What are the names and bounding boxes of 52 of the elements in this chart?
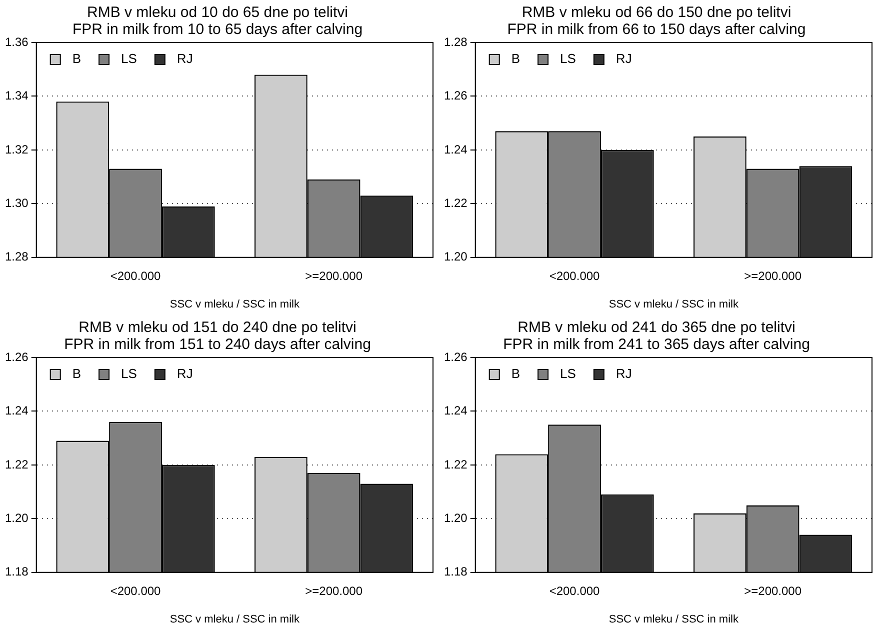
legend-label: B <box>511 51 520 66</box>
legend-label: RJ <box>176 366 193 382</box>
x-tick-label: >=200.000 <box>305 268 363 283</box>
chart-subtitle: FPR in milk from 66 to 150 days after calving <box>507 21 806 38</box>
x-tick-label: <200.000 <box>549 584 600 598</box>
y-tick-label: 1.26 <box>4 350 29 364</box>
legend-label: RJ <box>616 366 632 382</box>
y-tick-label: 1.22 <box>4 457 29 472</box>
x-axis-title: SSC v mleku / SSC in milk <box>608 298 739 310</box>
y-tick-label: 1.26 <box>444 88 468 103</box>
chart-subtitle: FPR in milk from 10 to 65 days after calving <box>72 21 363 38</box>
legend-label: B <box>511 366 520 382</box>
y-tick-label: 1.28 <box>444 34 468 49</box>
chart-title: RMB v mleku od 66 do 150 dne po telitvi <box>522 4 792 21</box>
legend-label: LS <box>121 51 138 66</box>
y-tick-label: 1.18 <box>444 564 468 579</box>
y-tick-label: 1.24 <box>444 142 468 156</box>
chart-subtitle: FPR in milk from 241 to 365 days after calving <box>503 336 810 354</box>
legend-label: B <box>72 366 82 382</box>
chart-subtitle: FPR in milk from 151 to 240 days after calving <box>64 336 371 354</box>
legend-label: B <box>72 51 82 66</box>
x-tick-label: <200.000 <box>549 268 600 283</box>
y-tick-label: 1.24 <box>4 404 29 418</box>
x-tick-label: >=200.000 <box>305 584 363 598</box>
y-tick-label: 1.20 <box>444 250 468 264</box>
legend-label: LS <box>560 51 576 66</box>
y-tick-label: 1.30 <box>4 196 29 210</box>
y-tick-label: 1.22 <box>444 196 468 210</box>
x-axis-title: SSC v mleku / SSC in milk <box>608 613 739 626</box>
y-tick-label: 1.20 <box>444 510 468 525</box>
y-tick-label: 1.34 <box>4 88 29 103</box>
y-tick-label: 1.24 <box>444 404 468 418</box>
legend-label: RJ <box>616 51 632 66</box>
chart-title: RMB v mleku od 10 do 65 dne po telitvi <box>87 4 348 21</box>
y-tick-label: 1.32 <box>4 142 29 156</box>
x-axis-title: SSC v mleku / SSC in milk <box>170 613 300 626</box>
chart-title: RMB v mleku od 151 do 240 dne po telitvi <box>78 318 356 336</box>
x-axis-title: SSC v mleku / SSC in milk <box>170 298 300 310</box>
y-tick-label: 1.22 <box>444 457 468 472</box>
legend-label: LS <box>560 366 576 382</box>
x-tick-label: >=200.000 <box>744 584 802 598</box>
y-tick-label: 1.18 <box>4 564 29 579</box>
y-tick-label: 1.26 <box>444 350 468 364</box>
legend-label: LS <box>121 366 138 382</box>
legend-label: RJ <box>176 51 193 66</box>
x-tick-label: <200.000 <box>110 584 162 598</box>
y-tick-label: 1.36 <box>4 34 29 49</box>
chart-title: RMB v mleku od 241 do 365 dne po telitvi <box>518 318 796 336</box>
y-tick-label: 1.20 <box>4 510 29 525</box>
y-tick-label: 1.28 <box>4 250 29 264</box>
x-tick-label: >=200.000 <box>744 268 802 283</box>
x-tick-label: <200.000 <box>110 268 162 283</box>
